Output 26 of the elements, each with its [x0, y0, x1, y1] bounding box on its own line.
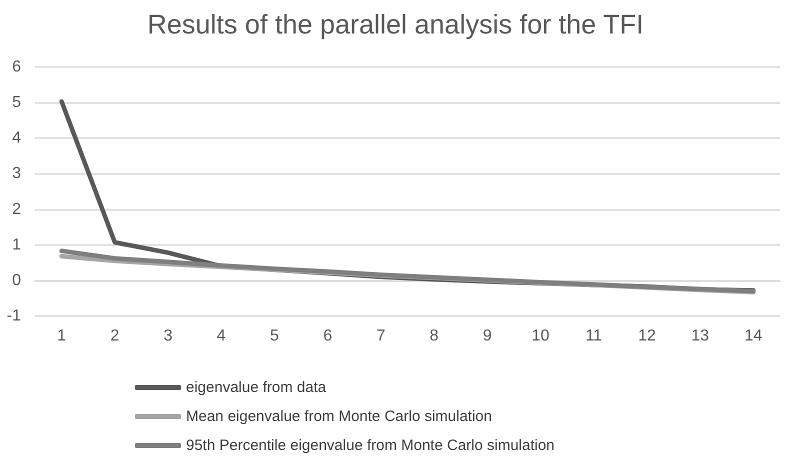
- y-tick-label: 6: [12, 58, 22, 76]
- y-tick-label: 1: [12, 236, 22, 254]
- y-tick-label: 0: [12, 272, 22, 289]
- y-tick-label: 2: [12, 200, 22, 218]
- x-tick-label: 12: [638, 328, 656, 344]
- legend-label: Mean eigenvalue from Monte Carlo simulation: [186, 408, 492, 425]
- x-tick-label: 10: [532, 328, 550, 344]
- x-tick-label: 6: [323, 328, 332, 344]
- x-tick-label: 11: [585, 328, 602, 344]
- chart-title: Results of the parallel analysis for the TFI: [147, 10, 644, 40]
- x-tick-label: 8: [430, 328, 439, 344]
- legend-label: 95th Percentile eigenvalue from Monte Carlo simulation: [186, 437, 555, 454]
- x-tick-label: 13: [691, 328, 710, 344]
- x-tick-label: 4: [216, 328, 226, 344]
- legend-label: eigenvalue from data: [186, 379, 327, 396]
- y-tick-label: -1: [6, 308, 22, 324]
- y-tick-label: 5: [12, 94, 22, 112]
- x-tick-label: 14: [744, 328, 762, 344]
- x-tick-label: 5: [270, 328, 280, 344]
- x-tick-label: 7: [376, 328, 386, 344]
- x-tick-label: 2: [110, 328, 120, 344]
- x-tick-label: 3: [164, 328, 173, 344]
- y-tick-label: 3: [12, 165, 22, 182]
- x-tick-label: 1: [57, 328, 66, 344]
- y-tick-label: 4: [12, 130, 22, 147]
- x-tick-label: 9: [482, 328, 492, 344]
